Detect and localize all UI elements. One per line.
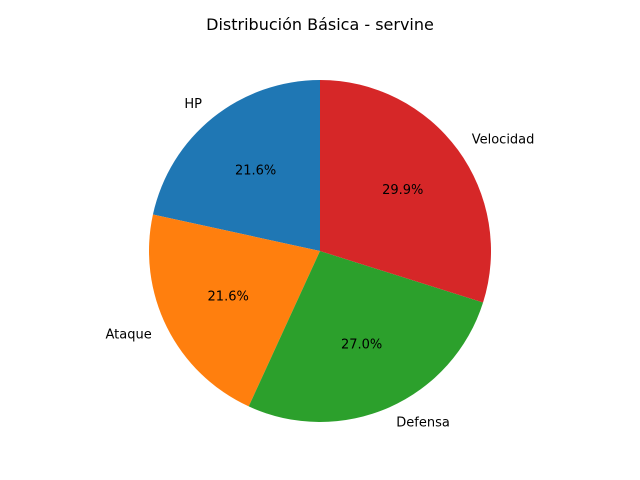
percentage-label-velocidad: 29.9% (382, 183, 423, 198)
percentage-label-hp: 21.6% (235, 164, 276, 179)
chart-title: Distribución Básica - servine (206, 15, 434, 34)
pie-slice-velocidad (320, 80, 491, 303)
category-label-defensa: Defensa (396, 415, 450, 430)
pie-slice-hp (152, 80, 320, 251)
category-label-hp: HP (184, 97, 202, 112)
category-label-ataque: Ataque (105, 327, 151, 342)
category-label-velocidad: Velocidad (472, 132, 535, 147)
percentage-label-ataque: 21.6% (208, 289, 249, 304)
percentage-labels: 21.6% 21.6% 27.0% 29.9% (208, 164, 424, 353)
category-labels: HP Ataque Defensa Velocidad (105, 97, 534, 430)
percentage-label-defensa: 27.0% (341, 337, 382, 352)
pie-slice-ataque (149, 214, 320, 407)
pie-slices (149, 80, 491, 422)
pie-slice-defensa (248, 251, 484, 422)
